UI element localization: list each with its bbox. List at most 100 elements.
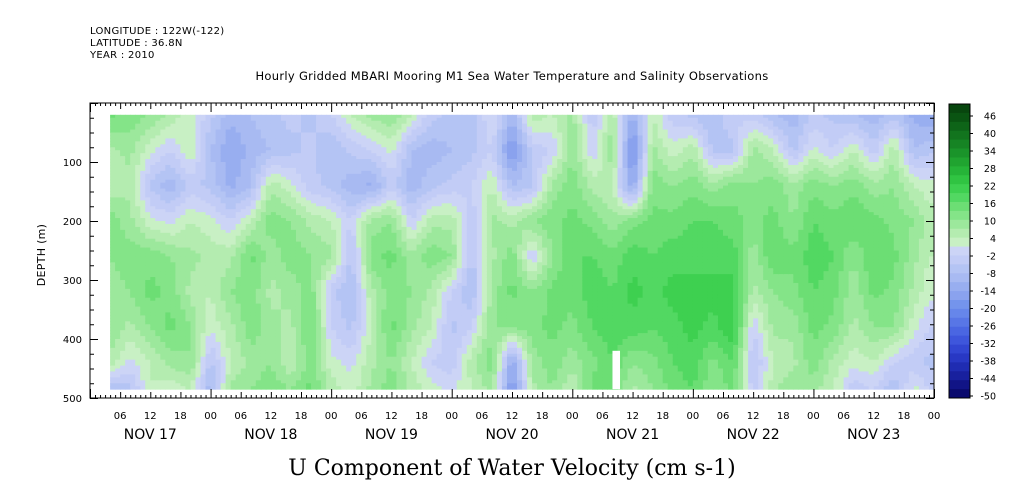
heatmap-cell [120,209,126,213]
heatmap-cell [210,141,217,145]
heatmap-cell [240,365,247,369]
heatmap-cell [115,188,121,192]
heatmap-cell [200,126,207,131]
heatmap-cell [220,209,227,213]
heatmap-cell [260,129,267,133]
heatmap-cell [301,333,307,337]
heatmap-cell [200,350,207,355]
heatmap-cell [321,336,327,340]
heatmap-cell [140,176,146,181]
heatmap-cell [125,164,131,169]
heatmap-cell [260,153,267,157]
heatmap-cell [270,297,277,302]
heatmap-cell [185,153,191,157]
heatmap-cell [110,262,116,266]
heatmap-cell [220,253,227,257]
heatmap-cell [180,356,186,361]
heatmap-cell [235,173,242,178]
heatmap-cell [190,250,196,254]
heatmap-cell [336,221,342,225]
heatmap-cell [356,288,362,293]
heatmap-cell [341,247,347,251]
heatmap-cell [260,368,267,372]
heatmap-cell [150,191,156,195]
heatmap-cell [205,336,212,340]
heatmap-cell [366,324,372,328]
heatmap-cell [180,194,186,198]
heatmap-cell [275,144,282,148]
heatmap-cell [341,153,347,157]
heatmap-cell [150,362,156,367]
heatmap-cell [265,312,272,316]
heatmap-cell [361,135,367,139]
heatmap-cell [170,380,176,384]
heatmap-cell [326,318,332,322]
heatmap-cell [215,309,222,313]
heatmap-cell [311,132,317,136]
heatmap-cell [205,371,212,375]
heatmap-cell [245,306,252,310]
heatmap-cell [265,268,272,272]
heatmap-cell [175,129,181,133]
heatmap-cell [120,194,126,198]
heatmap-cell [155,318,161,322]
heatmap-cell [140,288,146,293]
heatmap-cell [195,294,202,299]
heatmap-cell [250,232,257,237]
heatmap-cell [205,321,212,325]
heatmap-cell [290,274,297,278]
heatmap-cell [215,297,222,302]
heatmap-cell [341,235,347,240]
heatmap-cell [195,356,202,361]
heatmap-cell [210,347,217,352]
heatmap-cell [316,194,322,198]
heatmap-cell [220,336,227,340]
heatmap-cell [341,188,347,192]
heatmap-cell [346,303,352,308]
heatmap-cell [145,309,151,313]
heatmap-cell [351,182,357,187]
heatmap-cell [265,324,272,328]
heatmap-cell [346,306,352,310]
heatmap-cell [170,365,176,369]
heatmap-cell [331,306,337,310]
heatmap-cell [376,271,382,275]
heatmap-cell [270,280,277,284]
heatmap-cell [326,309,332,313]
heatmap-cell [361,150,367,154]
heatmap-cell [225,327,232,331]
heatmap-cell [341,277,347,281]
heatmap-cell [200,341,207,346]
heatmap-cell [170,312,176,316]
heatmap-cell [255,132,262,136]
heatmap-cell [135,188,141,192]
heatmap-cell [240,120,247,125]
heatmap-cell [290,336,297,340]
heatmap-cell [130,129,136,133]
heatmap-cell [371,135,377,139]
heatmap-cell [351,374,357,378]
heatmap-cell [225,377,232,381]
heatmap-cell [346,153,352,157]
heatmap-cell [155,377,161,381]
heatmap-cell [371,167,377,172]
heatmap-cell [225,306,232,310]
heatmap-cell [165,144,171,148]
heatmap-cell [341,350,347,355]
heatmap-cell [316,256,322,260]
heatmap-cell [311,347,317,352]
heatmap-cell [295,294,302,299]
heatmap-cell [301,271,307,275]
heatmap-cell [230,259,237,263]
heatmap-cell [356,294,362,299]
heatmap-cell [351,285,357,290]
heatmap-cell [230,117,237,122]
heatmap-cell [306,232,312,237]
heatmap-cell [135,256,141,260]
heatmap-cell [326,235,332,240]
heatmap-cell [150,188,156,192]
heatmap-cell [165,167,171,172]
heatmap-cell [250,126,257,131]
heatmap-cell [185,303,191,308]
heatmap-cell [285,144,292,148]
